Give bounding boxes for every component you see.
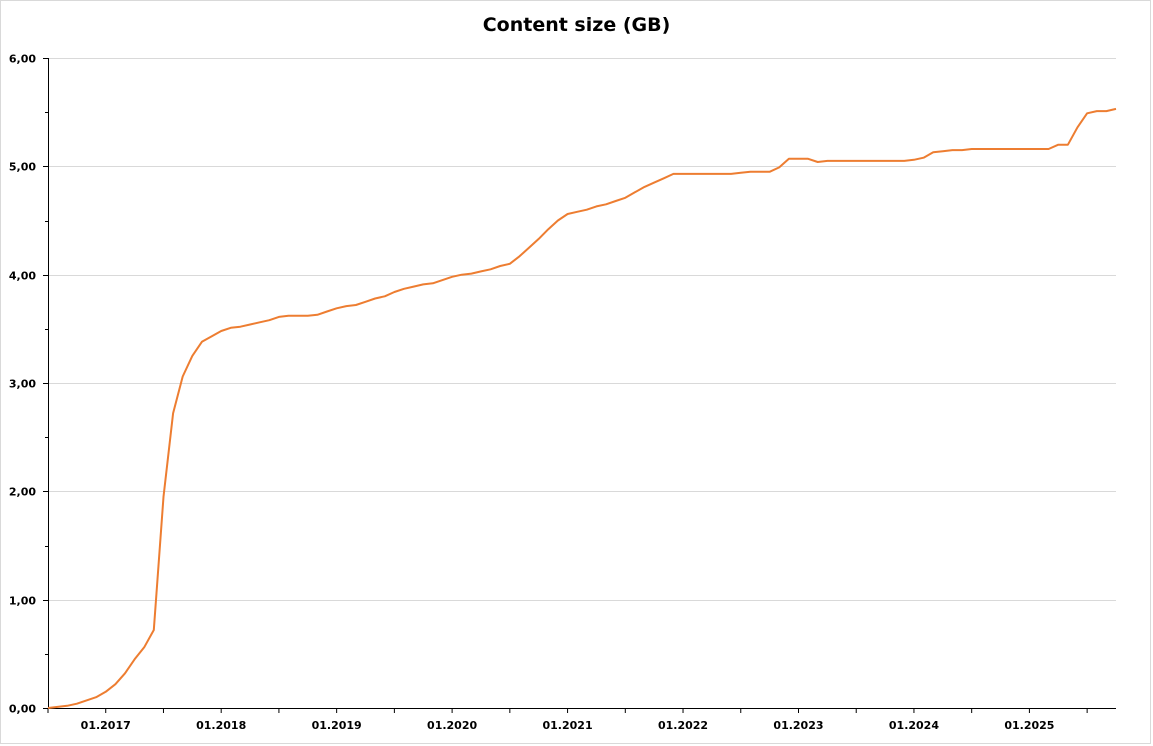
y-tick-label: 2,00 [9,486,36,499]
y-tick-label: 4,00 [9,270,36,283]
axes [43,58,1116,713]
gridlines [48,58,1116,601]
series-line-1 [47,107,1117,709]
x-tick-label: 01.2023 [773,719,823,732]
y-tick-label: 1,00 [9,595,36,608]
series-layer [47,107,1117,709]
x-tick-label: 01.2018 [196,719,246,732]
x-tick-label: 01.2021 [543,719,593,732]
y-tick-label: 5,00 [9,161,36,174]
y-axis-tick-labels: 0,00 1,00 2,00 3,00 4,00 5,00 6,00 [9,53,36,716]
x-tick-label: 01.2025 [1004,719,1054,732]
y-tick-label: 0,00 [9,703,36,716]
x-tick-label: 01.2020 [427,719,477,732]
chart-title: Content size (GB) [482,14,671,36]
y-tick-label: 3,00 [9,378,36,391]
y-tick-label: 6,00 [9,53,36,66]
x-tick-label: 01.2022 [658,719,708,732]
x-tick-label: 01.2019 [312,719,362,732]
x-tick-label: 01.2017 [81,719,131,732]
x-axis-tick-labels: 01.2017 01.2018 01.2019 01.2020 01.2021 01.20… [81,719,1055,732]
x-tick-label: 01.2024 [889,719,939,732]
